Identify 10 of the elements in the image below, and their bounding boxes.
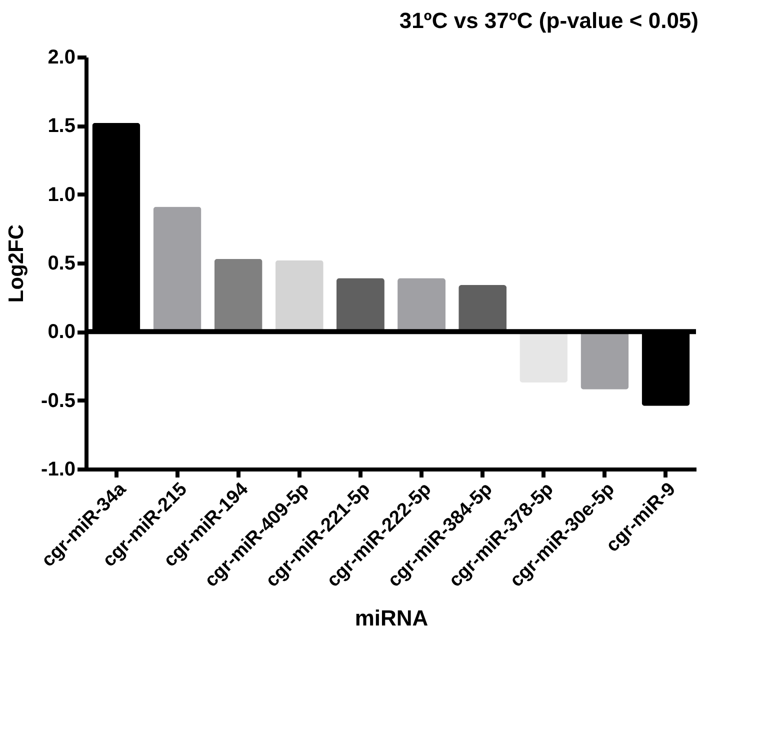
y-tick-label: 0.0 — [48, 321, 76, 344]
y-tick-label: -0.5 — [41, 390, 76, 412]
y-tick-label: 1.5 — [48, 115, 76, 138]
chart-title: 31ºC vs 37ºC (p-value < 0.05) — [399, 8, 698, 33]
y-tick-label: -1.0 — [41, 458, 76, 480]
y-tick-label: 1.0 — [48, 184, 76, 206]
y-tick-label: 2.0 — [48, 46, 76, 68]
y-tick-label: 0.5 — [48, 252, 76, 274]
x-axis-title: miRNA — [354, 606, 428, 631]
y-axis-title: Log2FC — [5, 224, 28, 303]
